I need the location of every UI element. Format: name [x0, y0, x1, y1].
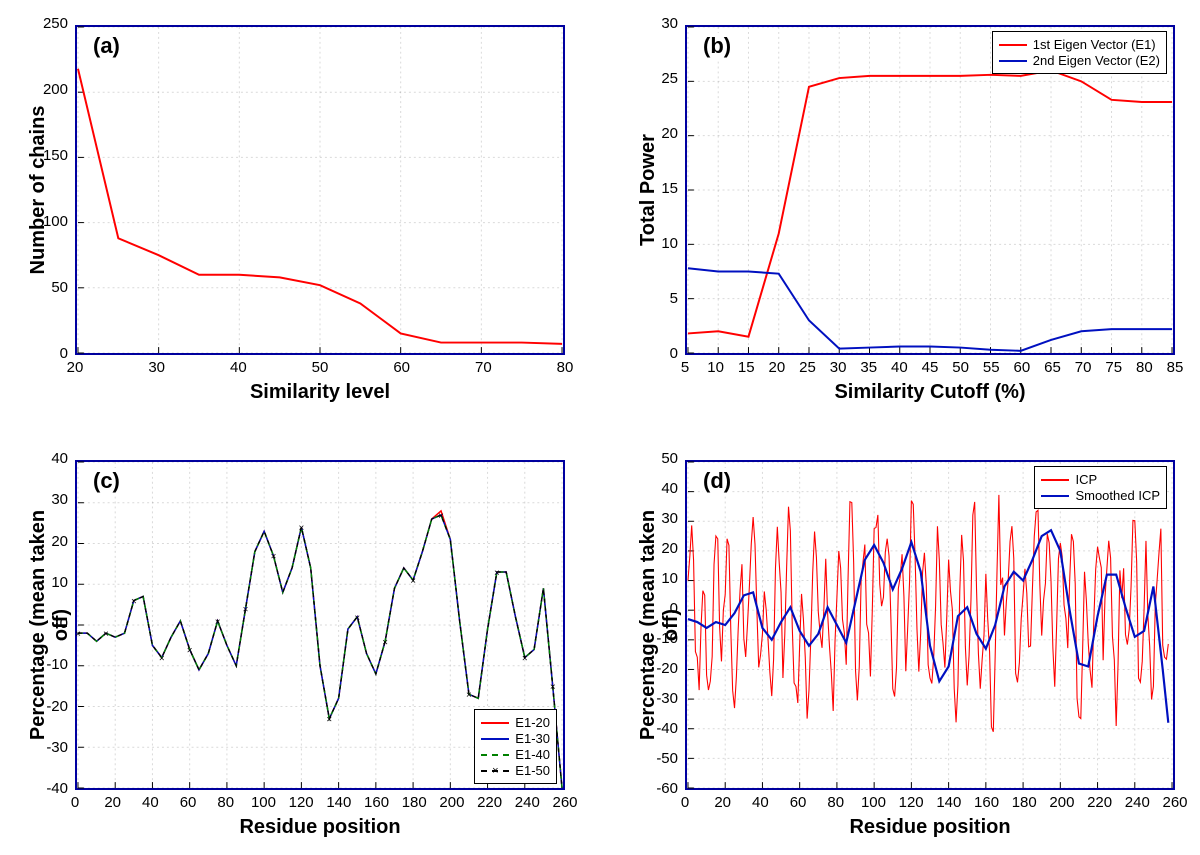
series-marker: ×: [382, 637, 388, 648]
xtick-label: 220: [1080, 794, 1120, 811]
series-marker: ×: [354, 613, 360, 624]
xtick-label: 50: [300, 359, 340, 376]
xtick-label: 60: [382, 359, 422, 376]
xtick-label: 60: [168, 794, 208, 811]
xtick-label: 120: [281, 794, 321, 811]
xtick-label: 100: [853, 794, 893, 811]
ylabel: Percentage (mean taken off): [27, 495, 73, 755]
xtick-label: 240: [507, 794, 547, 811]
xtick-label: 40: [740, 794, 780, 811]
series-marker: ×: [438, 511, 444, 522]
ytick-label: -40: [20, 780, 68, 797]
series-marker: ×: [131, 597, 137, 608]
series-marker: ×: [75, 629, 81, 640]
series-marker: ×: [243, 605, 249, 616]
xtick-label: 70: [463, 359, 503, 376]
ytick-label: 40: [20, 450, 68, 467]
panel-letter: (c): [93, 468, 120, 494]
xtick-label: 220: [470, 794, 510, 811]
xtick-label: 40: [130, 794, 170, 811]
xtick-label: 200: [432, 794, 472, 811]
panel-letter: (b): [703, 33, 731, 59]
xtick-label: 60: [778, 794, 818, 811]
series-marker: ×: [103, 629, 109, 640]
legend-label: ICP: [1075, 472, 1097, 487]
ytick-label: 0: [630, 345, 678, 362]
panel-panelB-svg: [687, 27, 1173, 353]
series-marker: ×: [466, 690, 472, 701]
legend: ICPSmoothed ICP: [1034, 466, 1167, 509]
panel-panelD: [685, 460, 1175, 790]
legend-label: Smoothed ICP: [1075, 488, 1160, 503]
panel-panelA: [75, 25, 565, 355]
xtick-label: 200: [1042, 794, 1082, 811]
legend-item: E1-20: [481, 715, 550, 730]
series-E1: [688, 70, 1172, 336]
xtick-label: 85: [1155, 359, 1195, 376]
ytick-label: -60: [630, 780, 678, 797]
xtick-label: 100: [243, 794, 283, 811]
ytick-label: 250: [20, 15, 68, 32]
series-marker: ×: [550, 682, 556, 693]
xtick-label: 160: [967, 794, 1007, 811]
legend-label: 1st Eigen Vector (E1): [1033, 37, 1156, 52]
legend-item: E1-30: [481, 731, 550, 746]
xtick-label: 30: [137, 359, 177, 376]
xtick-label: 140: [929, 794, 969, 811]
series-marker: ×: [522, 654, 528, 665]
ytick-label: 30: [630, 15, 678, 32]
xtick-label: 240: [1117, 794, 1157, 811]
series-marker: ×: [410, 576, 416, 587]
xtick-label: 40: [218, 359, 258, 376]
xtick-label: 80: [816, 794, 856, 811]
legend-item: E1-40: [481, 747, 550, 762]
legend-item: Smoothed ICP: [1041, 488, 1160, 503]
xtick-label: 80: [206, 794, 246, 811]
legend-item: ×E1-50: [481, 763, 550, 778]
xtick-label: 180: [1004, 794, 1044, 811]
legend-label: E1-20: [515, 715, 550, 730]
xlabel: Similarity Cutoff (%): [810, 381, 1050, 404]
xtick-label: 140: [319, 794, 359, 811]
ylabel: Number of chains: [27, 60, 50, 320]
xlabel: Similarity level: [200, 381, 440, 404]
panel-panelA-svg: [77, 27, 563, 353]
series-marker: ×: [298, 523, 304, 534]
series-marker: ×: [326, 715, 332, 726]
series-marker: ×: [159, 654, 165, 665]
legend-item: 1st Eigen Vector (E1): [999, 37, 1160, 52]
xtick-label: 80: [545, 359, 585, 376]
legend-label: E1-50: [515, 763, 550, 778]
panel-letter: (d): [703, 468, 731, 494]
legend-label: E1-40: [515, 747, 550, 762]
series-marker: ×: [494, 568, 500, 579]
xtick-label: 20: [93, 794, 133, 811]
xtick-label: 20: [703, 794, 743, 811]
xtick-label: 120: [891, 794, 931, 811]
xlabel: Residue position: [200, 816, 440, 839]
legend-label: E1-30: [515, 731, 550, 746]
panel-letter: (a): [93, 33, 120, 59]
ytick-label: 50: [630, 450, 678, 467]
figure-root: 20304050607080050100150200250Similarity …: [0, 0, 1200, 855]
legend: 1st Eigen Vector (E1)2nd Eigen Vector (E…: [992, 31, 1167, 74]
legend-item: ICP: [1041, 472, 1160, 487]
xlabel: Residue position: [810, 816, 1050, 839]
legend-label: 2nd Eigen Vector (E2): [1033, 53, 1160, 68]
xtick-label: 160: [357, 794, 397, 811]
series-marker: ×: [271, 552, 277, 563]
xtick-label: 260: [1155, 794, 1195, 811]
panel-panelB: [685, 25, 1175, 355]
ylabel: Percentage (mean taken off): [637, 495, 683, 755]
legend: E1-20E1-30E1-40×E1-50: [474, 709, 557, 784]
series-ICP: [688, 495, 1168, 732]
panel-panelD-svg: [687, 462, 1173, 788]
legend-item: 2nd Eigen Vector (E2): [999, 53, 1160, 68]
xtick-label: 180: [394, 794, 434, 811]
ytick-label: 0: [20, 345, 68, 362]
xtick-label: 260: [545, 794, 585, 811]
series-marker: ×: [215, 617, 221, 628]
series-marker: ×: [187, 645, 193, 656]
ylabel: Total Power: [637, 60, 660, 320]
